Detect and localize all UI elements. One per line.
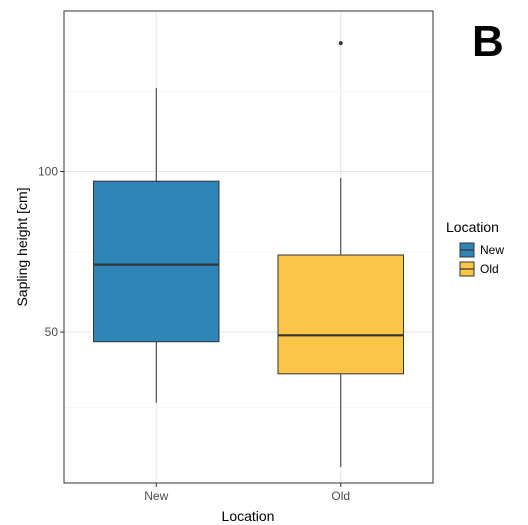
box-iqr [93, 180, 220, 343]
legend-item-old: Old [459, 261, 499, 277]
outlier-point [338, 41, 343, 46]
x-tick-label: New [144, 489, 168, 503]
y-axis: 50 100 [38, 165, 64, 339]
legend-title: Location [446, 219, 499, 235]
x-axis-title: Location [222, 508, 275, 524]
legend-label: New [480, 243, 504, 257]
y-tick-label: 100 [38, 165, 58, 179]
y-tick-label: 50 [45, 325, 59, 339]
x-tick-label: Old [331, 489, 350, 503]
box-layer [93, 41, 404, 467]
panel-label: B [472, 17, 504, 66]
box-iqr [277, 254, 404, 375]
legend-label: Old [480, 262, 499, 276]
legend-item-new: New [459, 242, 504, 258]
legend: Location New Old [446, 219, 504, 277]
y-axis-title: Sapling height [cm] [14, 187, 30, 306]
box-new [93, 88, 220, 403]
plot-border [63, 10, 434, 484]
box-old [277, 41, 404, 467]
x-axis: New Old [144, 483, 350, 503]
